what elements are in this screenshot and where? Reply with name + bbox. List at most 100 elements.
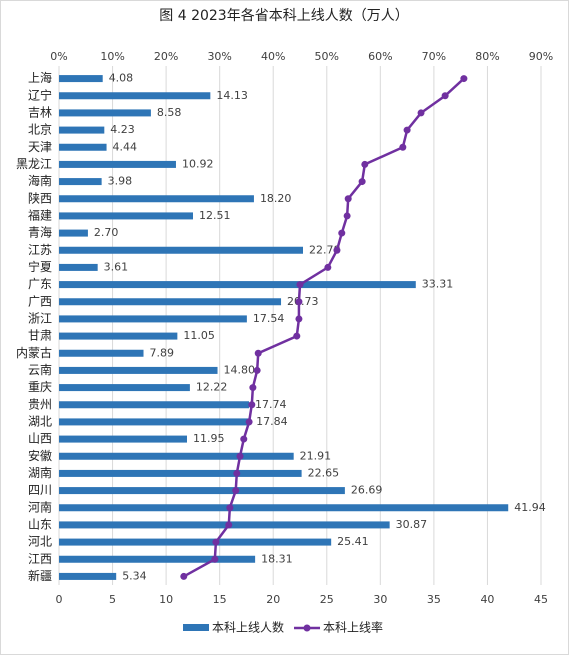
line-marker [254,349,262,357]
bar [59,469,302,477]
bar [59,349,144,357]
y-tick-label: 黑龙江 [16,157,52,171]
data-label: 17.54 [253,312,285,325]
data-label: 26.69 [351,484,383,497]
data-label: 18.31 [261,552,293,565]
line-marker [358,178,366,186]
bar [59,246,303,254]
x2-tick-label: 40% [261,50,285,63]
data-label: 14.80 [224,363,256,376]
x-tick-label: 10 [159,593,173,606]
data-label: 7.89 [150,346,175,359]
line-marker [233,469,241,477]
bar [59,572,117,580]
data-label: 12.51 [199,209,231,222]
x-tick-label: 15 [213,593,227,606]
line-marker [236,452,244,460]
data-label: 17.84 [256,415,288,428]
x-tick-label: 45 [534,593,548,606]
bar [59,401,250,409]
legend-swatch [183,624,209,631]
y-tick-label: 青海 [28,225,52,240]
legend-label: 本科上线人数 [212,620,284,635]
y-tick-label: 吉林 [28,105,52,119]
data-label: 33.31 [422,278,454,291]
line-marker [226,504,234,512]
line-marker [399,143,407,151]
bar [59,109,151,117]
bar [59,229,88,237]
y-tick-label: 江苏 [28,243,52,257]
y-tick-label: 重庆 [28,380,52,394]
y-tick-label: 广东 [28,277,52,291]
data-label: 21.91 [300,449,332,462]
line-marker [344,195,352,203]
x-tick-label: 40 [480,593,494,606]
bar [59,126,105,134]
line-marker [460,75,468,83]
data-label: 12.22 [196,381,228,394]
bar [59,538,332,546]
y-tick-label: 天津 [28,140,52,154]
x-tick-label: 0 [56,593,63,606]
data-label: 5.34 [122,569,146,582]
bar [59,195,254,203]
bar [59,452,294,460]
y-tick-label: 广西 [28,294,52,308]
bar [59,281,416,289]
line-marker [361,160,369,168]
bar [59,504,509,512]
legend-label: 本科上线率 [323,620,383,635]
x2-tick-label: 0% [50,50,67,63]
y-tick-label: 贵州 [28,397,52,411]
x2-tick-label: 20% [154,50,178,63]
bar [59,178,102,186]
bar [59,143,107,151]
y-tick-label: 安徽 [28,448,52,463]
data-label: 10.92 [182,157,214,170]
data-label: 14.13 [216,89,248,102]
y-tick-label: 辽宁 [28,87,52,102]
y-tick-label: 山西 [28,432,52,446]
bar [59,160,176,168]
x-tick-label: 5 [109,593,116,606]
y-tick-label: 海南 [28,173,52,188]
x2-tick-label: 80% [475,50,499,63]
line-marker [324,263,332,271]
bar [59,315,247,323]
bar [59,332,178,340]
line-marker [245,418,253,426]
line-marker [232,487,240,495]
line-marker [296,281,304,289]
data-label: 30.87 [396,518,428,531]
x2-tick-label: 50% [315,50,339,63]
line-marker [338,229,346,237]
y-tick-label: 陕西 [28,190,52,205]
y-tick-label: 河南 [28,499,52,514]
y-tick-label: 新疆 [28,568,52,583]
y-tick-label: 江西 [28,552,52,566]
line-marker [417,109,425,117]
chart-title: 图 4 2023年各省本科上线人数（万人） [159,8,408,24]
data-label: 11.95 [193,432,225,445]
x-tick-label: 20 [266,593,280,606]
data-label: 4.23 [110,123,135,136]
y-tick-label: 云南 [28,362,52,377]
line-marker [225,521,233,529]
line-marker [403,126,411,134]
line-marker [249,384,257,392]
data-label: 22.78 [309,243,341,256]
bar [59,521,390,529]
data-label: 3.98 [108,175,133,188]
y-tick-label: 山东 [28,517,52,531]
data-label: 17.74 [255,398,287,411]
x2-tick-label: 30% [207,50,231,63]
line-marker [343,212,351,220]
data-label: 4.44 [113,140,138,153]
data-label: 11.05 [183,329,215,342]
bar [59,487,345,495]
line-marker [248,401,256,409]
line-marker [212,538,220,546]
data-label: 18.20 [260,192,292,205]
x-tick-label: 30 [373,593,387,606]
